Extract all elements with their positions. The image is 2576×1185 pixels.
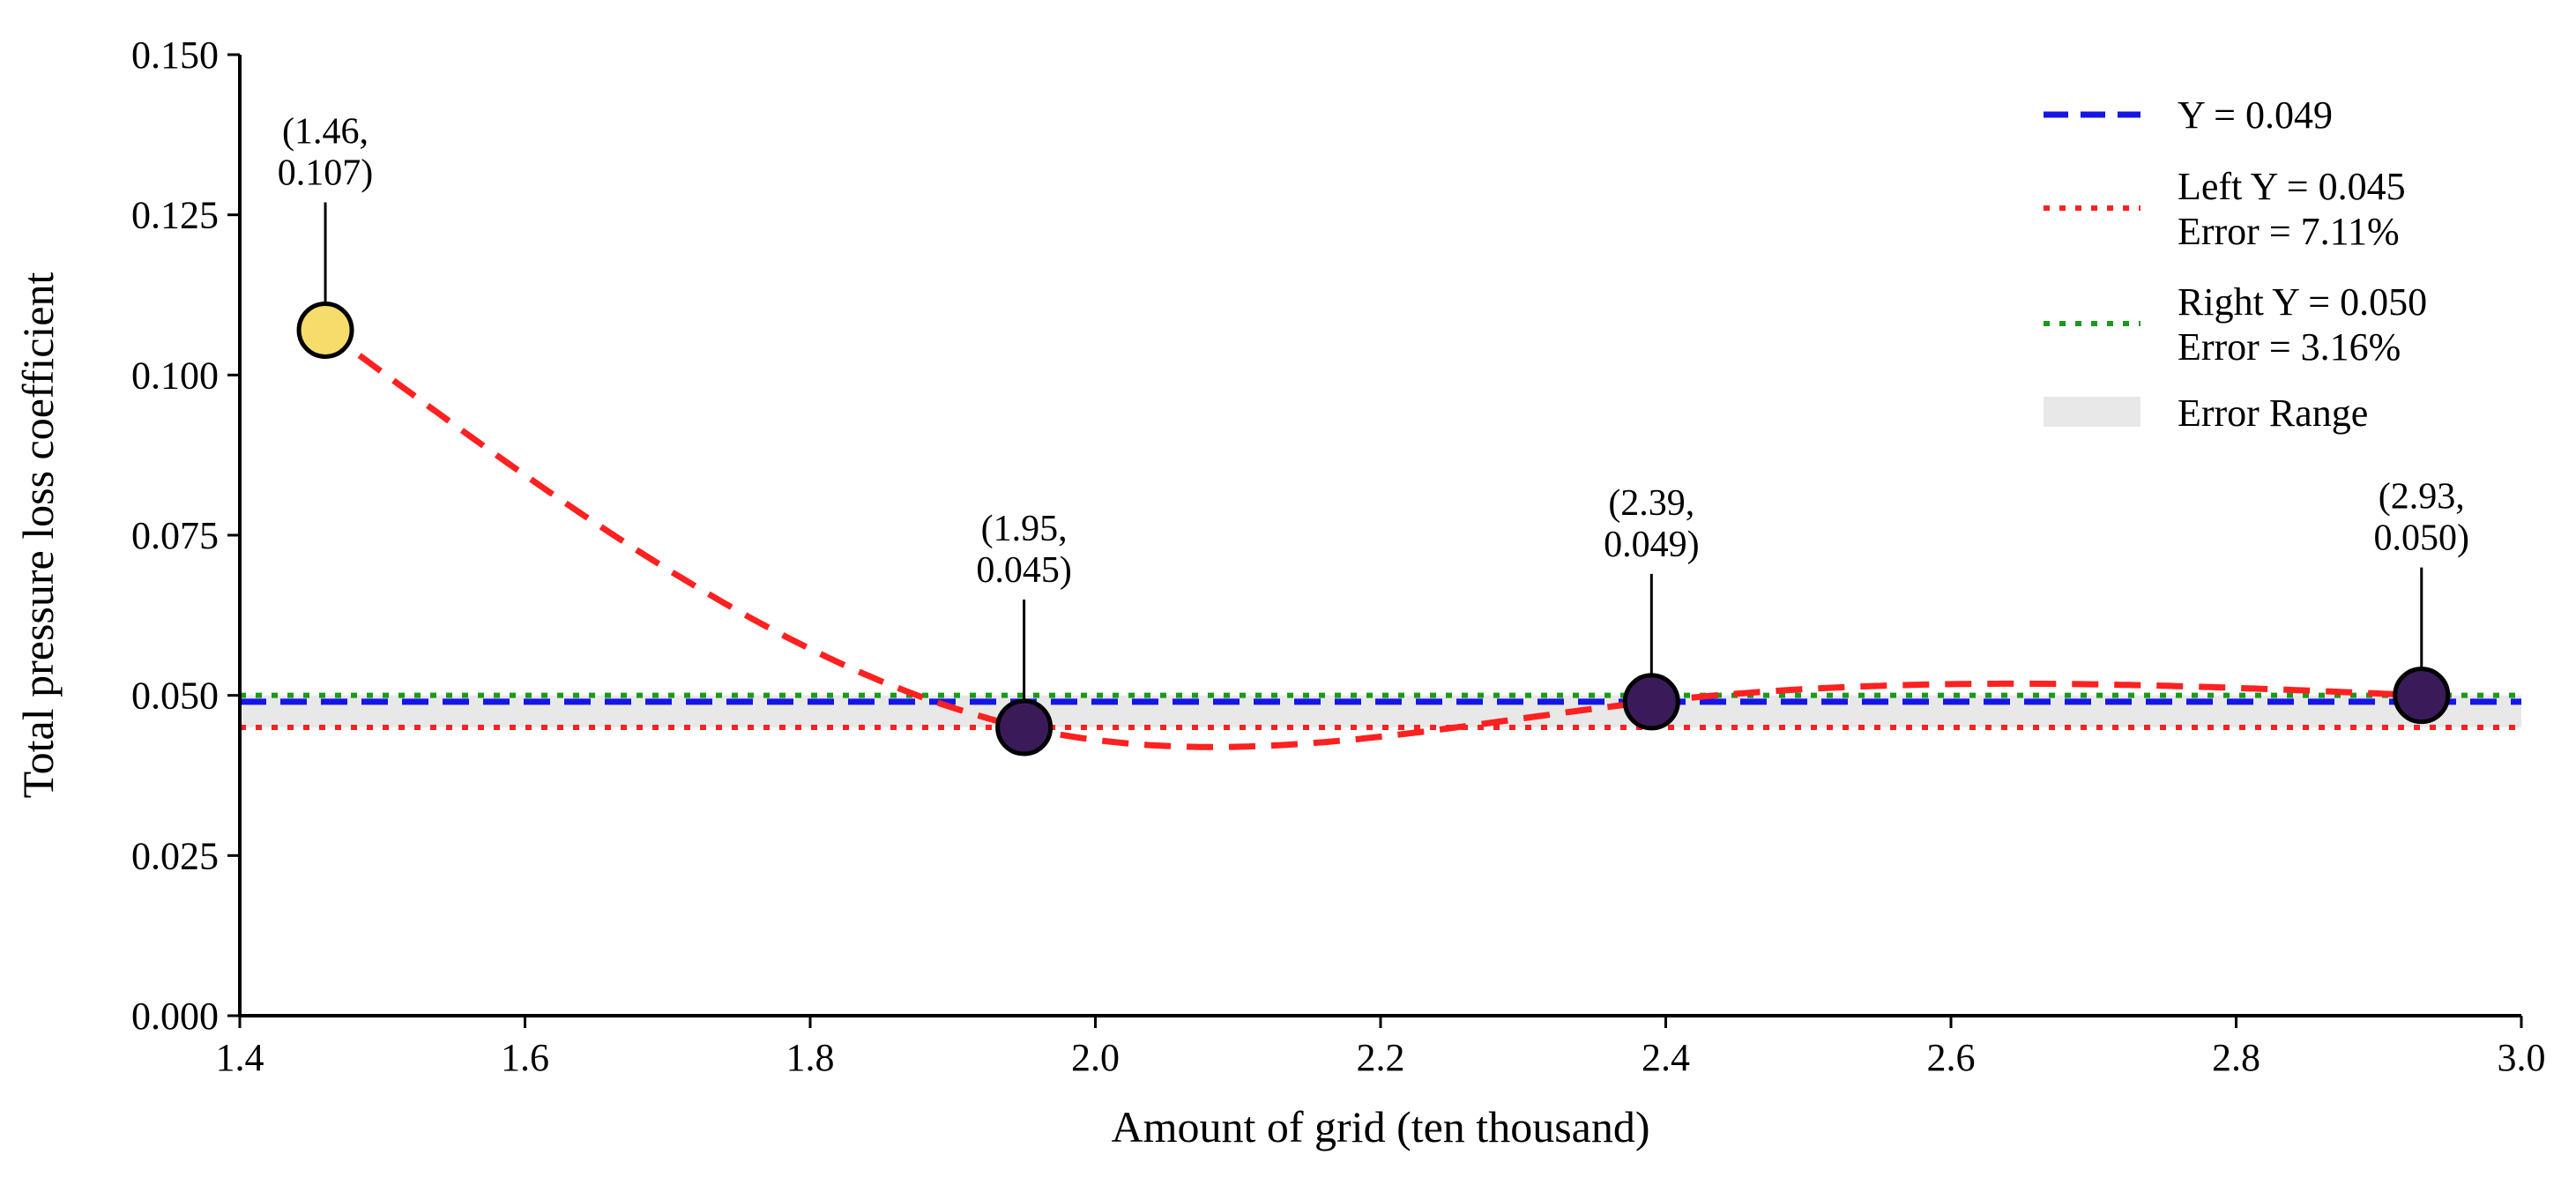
data-label: (2.39,: [1608, 483, 1694, 524]
legend-label: Y = 0.049: [2178, 93, 2333, 137]
y-tick-label: 0.050: [131, 674, 219, 718]
legend-detail: Error = 3.16%: [2178, 325, 2401, 369]
x-tick-label: 2.4: [1642, 1036, 1690, 1079]
legend-detail: Error = 7.11%: [2178, 210, 2400, 253]
legend-swatch-error-range: [2044, 397, 2140, 427]
data-label: 0.050): [2374, 518, 2470, 559]
x-tick-label: 1.4: [216, 1036, 264, 1079]
data-point: [2393, 667, 2451, 725]
y-tick-label: 0.025: [131, 834, 219, 877]
data-point: [995, 698, 1053, 756]
legend-label: Left Y = 0.045: [2178, 165, 2406, 208]
y-tick-label: 0.000: [131, 995, 219, 1038]
data-label: 0.045): [976, 550, 1072, 591]
x-tick-label: 1.8: [786, 1036, 835, 1079]
x-tick-label: 2.2: [1357, 1036, 1405, 1079]
data-point: [296, 301, 354, 359]
data-label: 0.107): [278, 153, 374, 193]
data-label: 0.049): [1604, 525, 1700, 565]
x-tick-label: 2.8: [2212, 1036, 2260, 1079]
legend-label: Right Y = 0.050: [2178, 280, 2427, 324]
data-label: (1.95,: [981, 509, 1068, 549]
fit-curve: [324, 327, 2422, 750]
y-axis-title: Total pressure loss coefficient: [13, 272, 63, 799]
x-tick-label: 1.6: [501, 1036, 549, 1079]
y-tick-label: 0.100: [131, 354, 219, 397]
data-label: (2.93,: [2379, 477, 2465, 518]
y-tick-label: 0.075: [131, 514, 219, 557]
y-tick-label: 0.125: [131, 194, 219, 237]
y-tick-label: 0.150: [131, 34, 219, 77]
data-label: (1.46,: [282, 111, 369, 152]
x-axis-title: Amount of grid (ten thousand): [1111, 1102, 1649, 1151]
legend-label: Error Range: [2178, 391, 2368, 435]
data-point: [1622, 673, 1680, 731]
x-tick-label: 3.0: [2498, 1036, 2546, 1079]
x-tick-label: 2.0: [1071, 1036, 1120, 1079]
x-tick-label: 2.6: [1927, 1036, 1976, 1079]
